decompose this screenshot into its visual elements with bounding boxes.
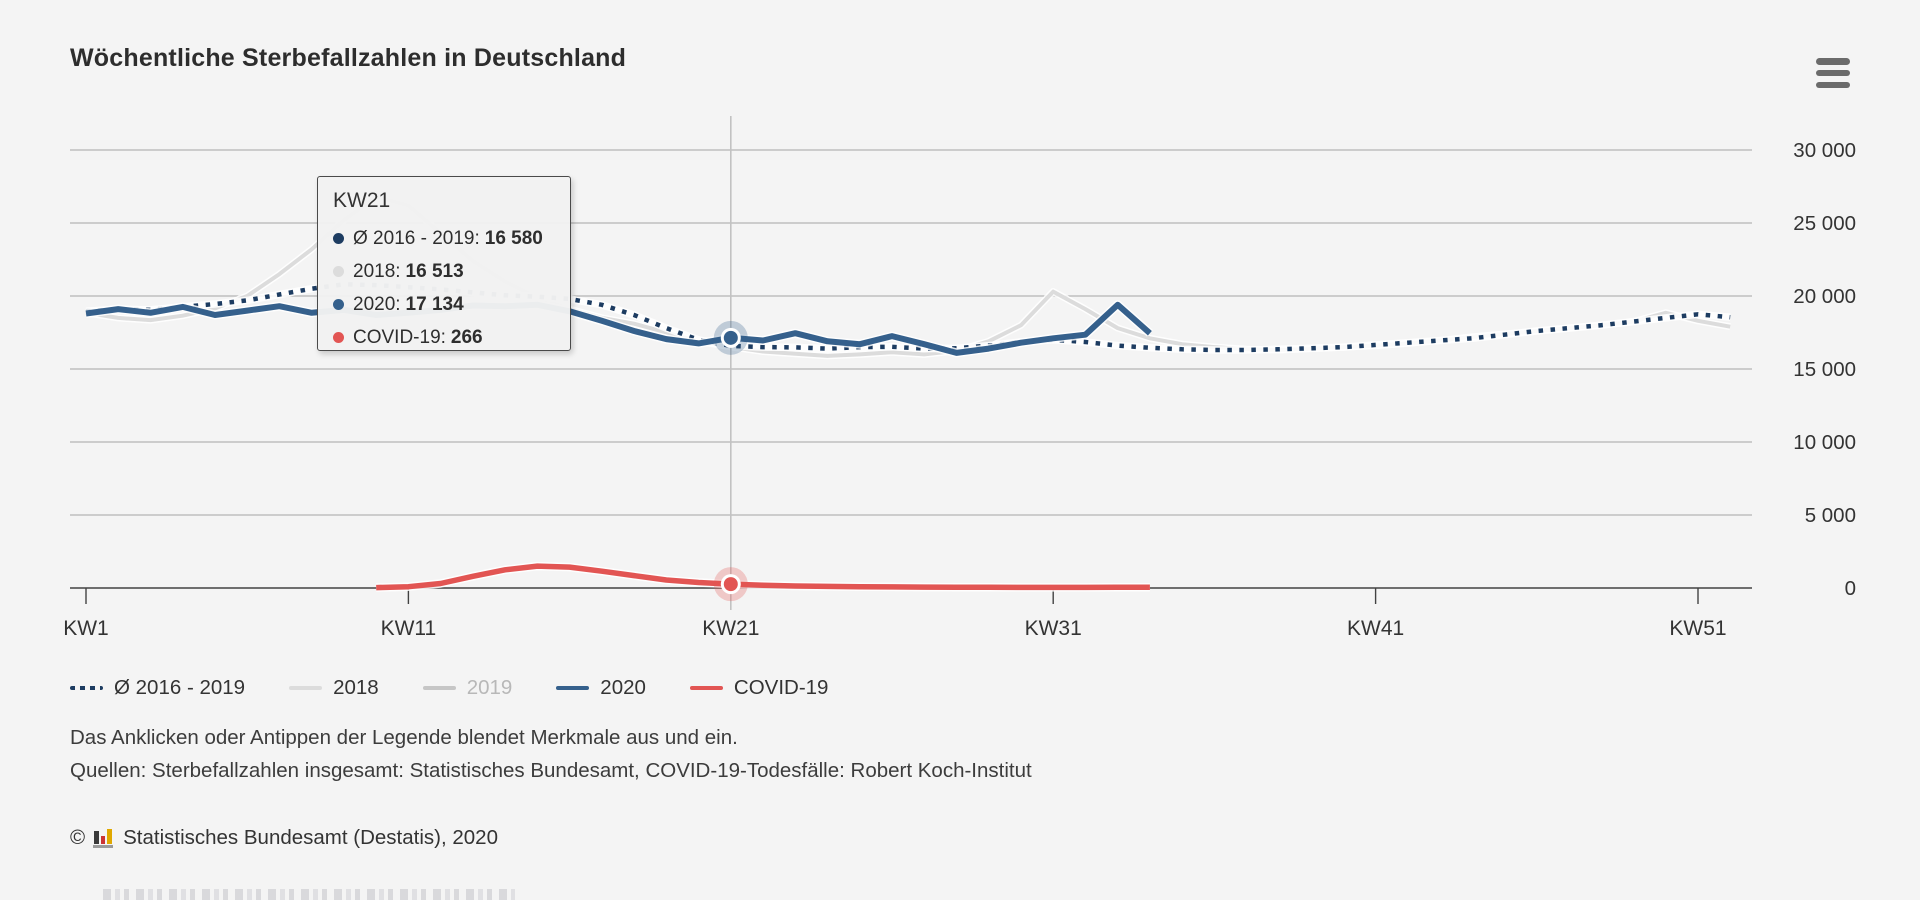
legend-label: 2018 <box>333 676 379 699</box>
y-axis-label: 0 <box>1845 577 1856 600</box>
chart-tooltip: KW21 Ø 2016 - 2019: 16 580 2018: 16 513 … <box>317 176 571 351</box>
highlight-dot <box>723 330 738 345</box>
legend-line-swatch <box>422 685 456 691</box>
x-axis-label: KW21 <box>702 617 759 640</box>
series-line-covid-19 <box>376 563 1150 591</box>
y-axis-label: 20 000 <box>1793 285 1856 308</box>
legend-hint-text: Das Anklicken oder Antippen der Legende … <box>70 726 738 749</box>
tooltip-row-covid: COVID-19: 266 <box>333 321 555 354</box>
legend-line-swatch <box>289 685 323 691</box>
legend-line-swatch <box>556 685 590 691</box>
legend-item-avg-2016-2019[interactable]: Ø 2016 - 2019 <box>70 676 245 700</box>
series-dot-icon <box>333 233 344 244</box>
legend-item-2020[interactable]: 2020 <box>556 676 646 700</box>
y-axis-label: 5 000 <box>1805 504 1856 527</box>
y-axis-label: 25 000 <box>1793 212 1856 235</box>
tooltip-row-value: 17 134 <box>405 293 464 315</box>
copyright-text: Statistisches Bundesamt (Destatis), 2020 <box>123 826 498 849</box>
legend-item-2018[interactable]: 2018 <box>289 676 379 700</box>
series-dot-icon <box>333 299 344 310</box>
x-axis-label: KW41 <box>1347 617 1404 640</box>
legend-line-swatch <box>689 685 723 691</box>
x-axis-label: KW31 <box>1025 617 1082 640</box>
tooltip-row-label: 2018: <box>353 260 401 282</box>
legend-label: 2019 <box>466 676 513 699</box>
x-axis-label: KW1 <box>63 617 109 640</box>
tooltip-week-label: KW21 <box>333 189 391 212</box>
tooltip-row-value: 16 580 <box>484 227 543 249</box>
series-dot-icon <box>333 266 344 277</box>
legend-label: COVID-19 <box>733 676 829 699</box>
legend-item-2019[interactable]: 2019 <box>422 676 513 700</box>
y-axis-label: 30 000 <box>1793 139 1856 162</box>
series-dot-icon <box>333 332 344 343</box>
tooltip-row-avg: Ø 2016 - 2019: 16 580 <box>333 222 555 255</box>
y-axis-label: 15 000 <box>1793 358 1856 381</box>
copyright-symbol: © <box>70 826 86 849</box>
tooltip-row-value: 16 513 <box>405 260 464 282</box>
x-axis-label: KW51 <box>1669 617 1726 640</box>
page-title: Wöchentliche Sterbefallzahlen in Deutsch… <box>70 44 627 72</box>
tooltip-row-label: COVID-19: <box>353 326 446 348</box>
hamburger-bar <box>1816 69 1850 77</box>
tooltip-row-label: 2020: <box>353 293 401 315</box>
tooltip-row-label: Ø 2016 - 2019: <box>353 227 480 249</box>
series-line-2020 <box>85 301 1152 356</box>
chart-plot-area[interactable]: 0 5 000 10 000 15 000 20 000 25 000 30 000 KW1 K… <box>0 0 1920 665</box>
highlight-dot <box>723 577 738 592</box>
legend-line-swatch <box>70 685 103 691</box>
sources-text: Quellen: Sterbefallzahlen insgesamt: Sta… <box>70 759 1032 782</box>
copyright-line: © Statistisches Bundesamt (Destatis), 20… <box>70 826 498 850</box>
series-line--2016-2019 <box>85 282 1731 353</box>
chart-legend: Ø 2016 - 2019 2018 2019 2020 COVID-19 <box>70 676 828 700</box>
legend-label: 2020 <box>600 676 646 699</box>
y-axis-label: 10 000 <box>1793 431 1856 454</box>
hamburger-bar <box>1816 81 1850 88</box>
x-axis-label: KW11 <box>381 617 437 640</box>
legend-label: Ø 2016 - 2019 <box>114 676 246 699</box>
tooltip-row-value: 266 <box>450 326 483 348</box>
tooltip-row-2020: 2020: 17 134 <box>333 288 555 321</box>
legend-item-covid-19[interactable]: COVID-19 <box>689 676 829 700</box>
tooltip-row-2018: 2018: 16 513 <box>333 255 555 288</box>
destatis-bar-chart-logo-icon <box>93 828 115 848</box>
hamburger-bar <box>1816 58 1850 65</box>
hamburger-menu-icon[interactable] <box>1816 56 1854 90</box>
cutoff-text-strip <box>103 889 515 900</box>
